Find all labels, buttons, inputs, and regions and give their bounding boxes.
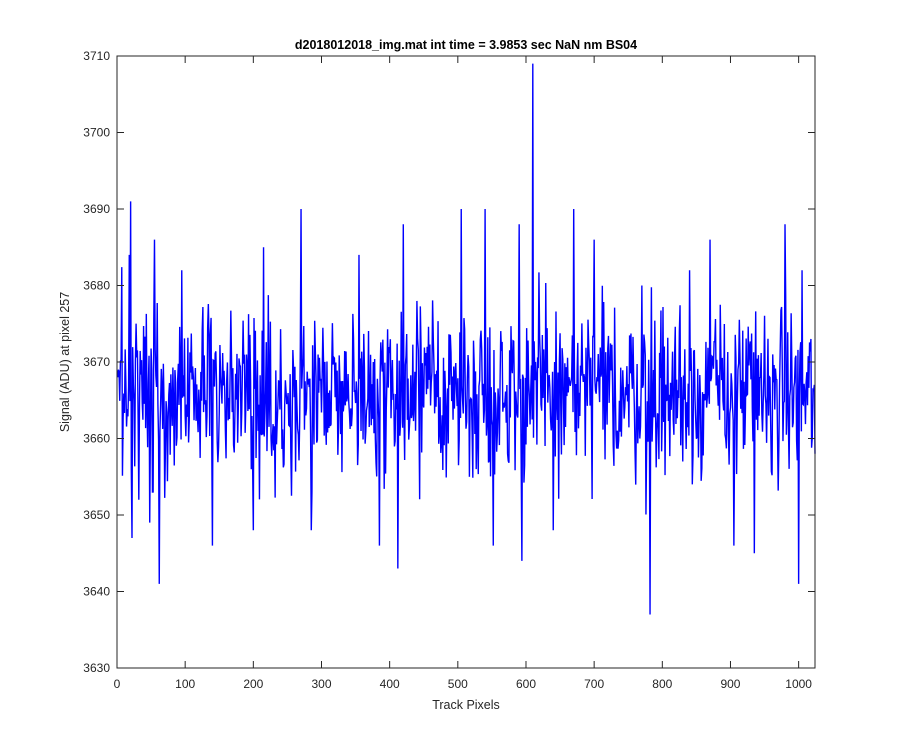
y-tick-label: 3690 (83, 202, 110, 216)
series-layer (116, 63, 816, 615)
series-line (116, 63, 816, 615)
x-tick-label: 600 (516, 677, 536, 691)
y-tick-label: 3650 (83, 508, 110, 522)
x-tick-label: 800 (652, 677, 672, 691)
y-tick-label: 3670 (83, 355, 110, 369)
y-tick-label: 3700 (83, 126, 110, 140)
x-tick-label: 300 (311, 677, 331, 691)
chart-title: d2018012018_img.mat int time = 3.9853 se… (295, 38, 637, 52)
x-tick-label: 500 (448, 677, 468, 691)
x-tick-label: 1000 (785, 677, 812, 691)
plot-area (117, 56, 815, 668)
y-tick-label: 3680 (83, 279, 110, 293)
y-axis-label: Signal (ADU) at pixel 257 (58, 292, 72, 432)
x-tick-label: 0 (114, 677, 121, 691)
y-tick-label: 3710 (83, 49, 110, 63)
x-axis-label: Track Pixels (432, 698, 500, 712)
y-tick-label: 3630 (83, 661, 110, 675)
x-tick-label: 400 (380, 677, 400, 691)
x-ticks: 0 100 200 300 400 500 600 700 800 900 1000 (114, 56, 812, 691)
x-tick-label: 200 (243, 677, 263, 691)
y-tick-label: 3660 (83, 432, 110, 446)
x-tick-label: 100 (175, 677, 195, 691)
x-tick-label: 900 (720, 677, 740, 691)
y-tick-label: 3640 (83, 585, 110, 599)
x-tick-label: 700 (584, 677, 604, 691)
y-ticks: 3630 3640 3650 3660 3670 3680 3690 3700 3710 (83, 49, 815, 675)
